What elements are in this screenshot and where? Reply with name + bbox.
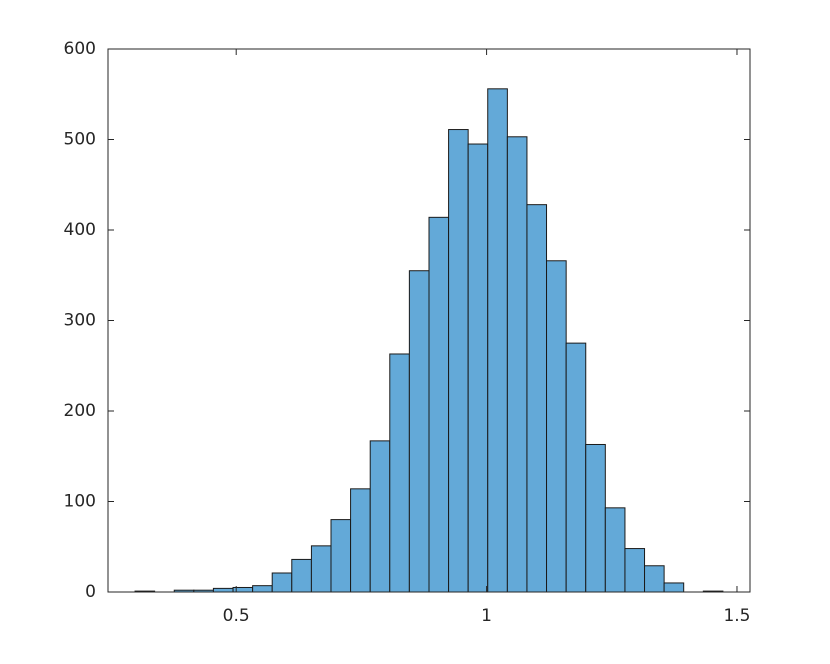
bar bbox=[506, 136, 528, 593]
y-tick-label: 500 bbox=[64, 130, 96, 150]
bar bbox=[252, 585, 273, 593]
bar bbox=[604, 507, 626, 593]
bar bbox=[585, 443, 606, 593]
y-tick-label: 0 bbox=[85, 582, 96, 602]
bar bbox=[330, 519, 352, 593]
bar bbox=[526, 204, 548, 593]
bar bbox=[271, 572, 293, 593]
bar bbox=[291, 558, 312, 593]
bar bbox=[487, 88, 508, 593]
y-tick-label: 600 bbox=[64, 39, 96, 59]
bar bbox=[644, 565, 665, 593]
y-tick-label: 400 bbox=[64, 220, 96, 240]
bar bbox=[428, 216, 450, 593]
bar bbox=[212, 587, 234, 593]
bar bbox=[408, 270, 430, 593]
bar bbox=[663, 582, 685, 593]
bar bbox=[369, 440, 391, 593]
y-tick-label: 200 bbox=[64, 401, 96, 421]
bar bbox=[546, 260, 567, 593]
x-tick-label: 1 bbox=[481, 606, 492, 626]
bar bbox=[448, 129, 469, 593]
bar bbox=[389, 353, 410, 593]
y-tick-label: 300 bbox=[64, 311, 96, 331]
bar bbox=[310, 545, 332, 593]
bar bbox=[565, 342, 587, 593]
x-tick-label: 1.5 bbox=[723, 606, 750, 626]
y-tick-label: 100 bbox=[64, 492, 96, 512]
bar bbox=[624, 548, 646, 593]
x-tick-label: 0.5 bbox=[223, 606, 250, 626]
bar bbox=[350, 488, 371, 593]
bar bbox=[467, 143, 489, 593]
